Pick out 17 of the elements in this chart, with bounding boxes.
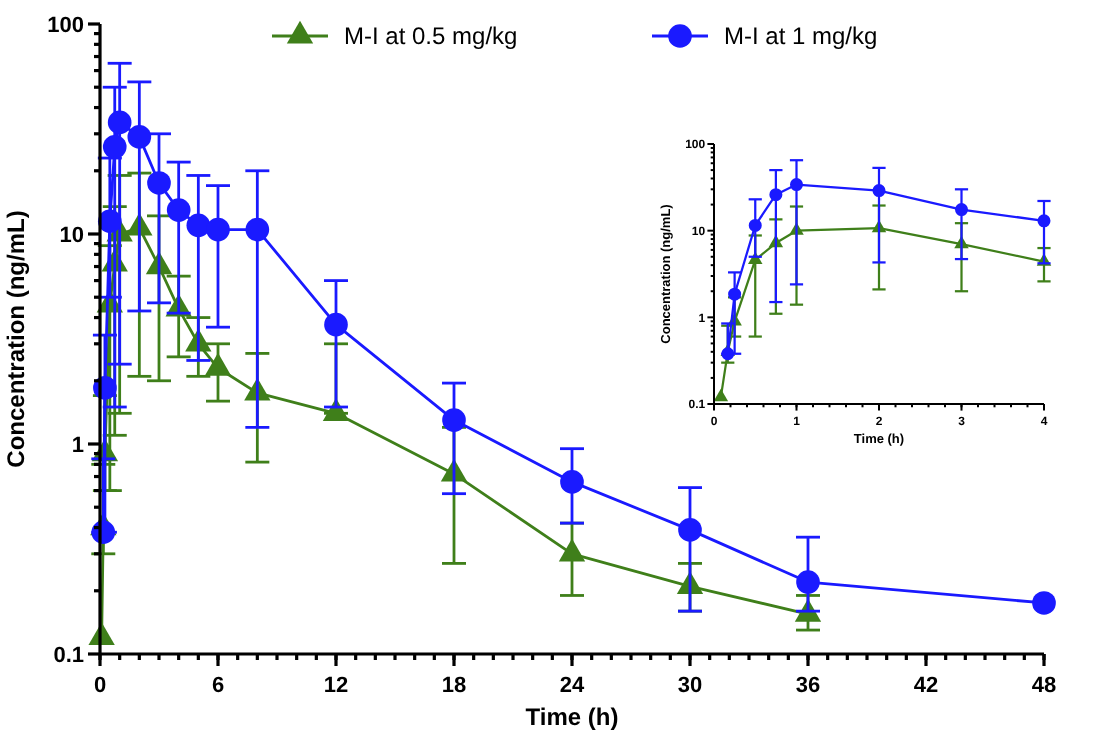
y-tick-label: 100 <box>47 13 84 38</box>
x-tick-label: 0 <box>93 674 107 698</box>
x-tick-label: 48 <box>1031 674 1057 698</box>
y-tick-label: 0.1 <box>53 643 84 668</box>
x-tick-label: 6 <box>211 674 225 698</box>
x-tick-label: 36 <box>795 674 821 698</box>
x-tick-label: 18 <box>441 674 467 698</box>
y-tick-label: 1 <box>71 433 84 458</box>
x-tick-label: 30 <box>677 674 703 698</box>
legend-label: M-I at 0.5 mg/kg <box>344 22 518 51</box>
legend-label: M-I at 1 mg/kg <box>724 22 878 51</box>
x-tick-label: 12 <box>323 674 349 698</box>
x-axis-title: Time (h) <box>525 702 619 731</box>
x-tick-label: 42 <box>913 674 939 698</box>
y-axis-title: Concentration (ng/mL) <box>2 210 30 468</box>
y-tick-label: 10 <box>59 223 84 248</box>
x-tick-label: 24 <box>559 674 586 698</box>
